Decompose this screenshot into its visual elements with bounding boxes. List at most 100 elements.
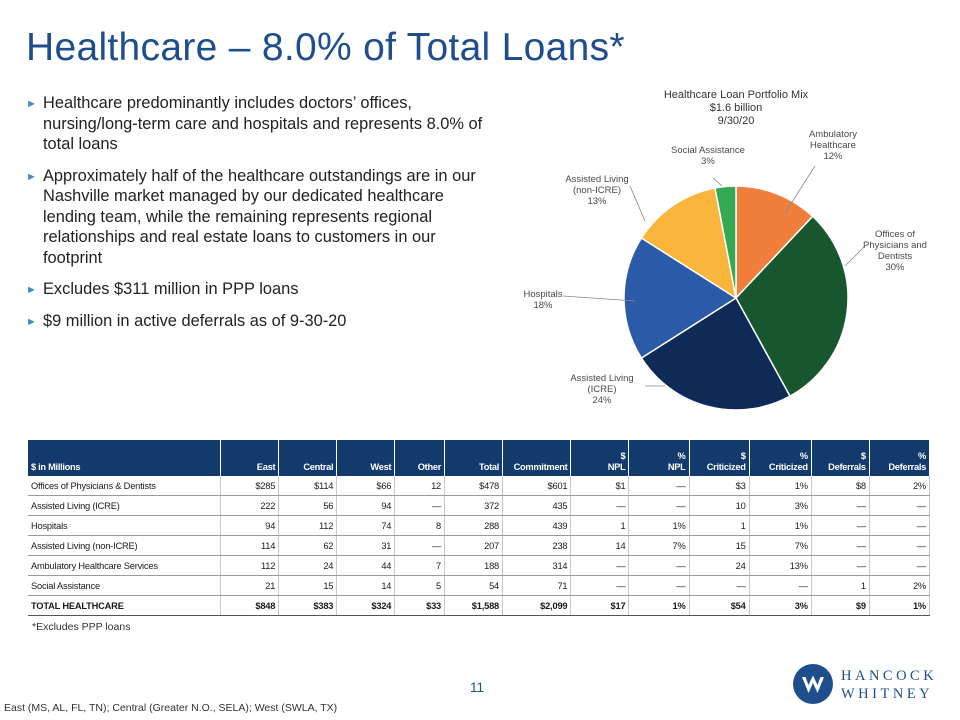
slice-leader-line [712, 177, 723, 187]
table-cell: — [628, 476, 690, 496]
bullet-item: ► Healthcare predominantly includes docto… [26, 93, 491, 155]
bullet-item: ► Excludes $311 million in PPP loans [26, 279, 491, 300]
table-cell: 13% [749, 555, 812, 576]
column-header: Commitment [502, 440, 572, 476]
page-title: Healthcare – 8.0% of Total Loans* [26, 26, 625, 69]
table-row: Assisted Living (ICRE) 222 56 94—372 435— —10… [28, 495, 931, 516]
pie-slice [735, 185, 814, 300]
table-cell: 7% [628, 535, 690, 556]
table-cell: — [570, 495, 630, 516]
triangle-right-icon: ► [26, 315, 37, 328]
table-cell: $9 [811, 595, 870, 616]
table-cell: $33 [394, 595, 446, 616]
table-cell: $1,588 [444, 595, 504, 616]
table-row: Ambulatory Healthcare Services 112 24 44 7 18… [28, 555, 931, 576]
table-cell: 15 [689, 535, 750, 556]
slice-leader-line [784, 165, 816, 214]
table-cell: 3% [749, 595, 812, 616]
table-cell: 15 [278, 575, 338, 596]
table-cell: 112 [278, 515, 338, 536]
table-cell: — [869, 515, 931, 536]
loans-table: $ in Millions East Central West Other Total Co… [28, 440, 931, 616]
table-row: Social Assistance 21 15 14 5 54 71— — — —1 2% [28, 575, 931, 596]
table-cell: 24 [689, 555, 750, 576]
table-cell: $54 [689, 595, 750, 616]
column-header: $ NPL [570, 440, 630, 476]
table-cell: — [628, 575, 690, 596]
table-cell: — [570, 575, 630, 596]
table-cell: — [811, 535, 870, 556]
table-cell: $17 [570, 595, 630, 616]
triangle-right-icon: ► [26, 98, 37, 110]
table-row: Hospitals 94 112 74 8 288 439 1 1% 1 1% — — [28, 515, 931, 536]
pie-slice [714, 185, 737, 299]
bullet-item: ► Approximately half of the healthcare ou… [26, 166, 491, 269]
table-cell: 5 [394, 575, 446, 596]
table-cell: 7% [749, 535, 812, 556]
table-cell: 1% [628, 595, 690, 616]
table-cell: Ambulatory Healthcare Services [28, 555, 222, 576]
table-cell: 1% [628, 515, 690, 536]
table-total-row: TOTAL HEALTHCARE $848 $383 $324 $33 $1,588 $2,… [28, 595, 931, 616]
pie-slice [735, 215, 849, 398]
table-cell: $8 [811, 476, 870, 496]
bullet-list: ► Healthcare predominantly includes docto… [26, 93, 491, 342]
column-header: Central [278, 440, 338, 476]
triangle-right-icon: ► [26, 284, 37, 296]
footnote: *Excludes PPP loans [32, 621, 131, 633]
column-header: East [220, 440, 280, 476]
table-cell: 2% [869, 476, 931, 496]
table-cell: Assisted Living (non-ICRE) [28, 535, 222, 556]
column-header: $ Criticized [689, 440, 750, 476]
slice-label: Hospitals 18% [523, 289, 562, 311]
table-cell: 71 [502, 575, 572, 596]
table-cell: 114 [220, 535, 280, 556]
triangle-right-icon: ► [26, 170, 37, 183]
table-cell: 222 [220, 495, 280, 516]
table-cell: 2% [869, 575, 931, 596]
column-header: West [336, 440, 396, 476]
table-cell: 439 [502, 515, 572, 536]
table-body: Offices of Physicians & Dentists $285 $114… [28, 476, 931, 616]
table-cell: 372 [444, 495, 504, 516]
table-cell: 74 [336, 515, 396, 536]
table-cell: — [749, 575, 812, 596]
table-cell: — [869, 495, 931, 516]
table-row: Assisted Living (non-ICRE) 114 62 31—207 238… [28, 535, 931, 556]
table-cell: — [628, 495, 690, 516]
table-cell: $66 [336, 476, 396, 496]
table-cell: 188 [444, 555, 504, 576]
logo-text-line1: HANCOCK [841, 668, 938, 684]
table-cell: 112 [220, 555, 280, 576]
table-cell: 94 [220, 515, 280, 536]
table-cell: 1% [869, 595, 931, 616]
table-cell: — [811, 495, 870, 516]
table-cell: $3 [689, 476, 750, 496]
pie-slice [640, 296, 791, 411]
table-cell: 3% [749, 495, 812, 516]
table-cell: $478 [444, 476, 504, 496]
table-cell: 24 [278, 555, 338, 576]
table-cell: 1 [811, 575, 870, 596]
bullet-text: Healthcare predominantly includes doctor… [43, 94, 483, 153]
pie-chart: Healthcare Loan Portfolio Mix $1.6 billio… [515, 86, 955, 416]
chart-title: Healthcare Loan Portfolio Mix $1.6 billio… [664, 89, 809, 127]
slice-label: Ambulatory Healthcare 12% [809, 129, 857, 162]
slice-label: Social Assistance 3% [671, 145, 745, 167]
pie-slice [623, 236, 738, 360]
table-cell: 1% [749, 515, 812, 536]
column-header: % Deferrals [869, 440, 931, 476]
table-cell: — [628, 555, 690, 576]
table-cell: $2,099 [502, 595, 572, 616]
slice-label: Assisted Living (ICRE) 24% [570, 373, 633, 406]
column-header: Total [444, 440, 504, 476]
slice-label: Assisted Living (non-ICRE) 13% [565, 174, 628, 207]
table-cell: 21 [220, 575, 280, 596]
table-cell: — [570, 555, 630, 576]
bullet-text: $9 million in active deferrals as of 9-3… [43, 311, 347, 330]
table-cell: Assisted Living (ICRE) [28, 495, 222, 516]
table-cell: $114 [278, 476, 338, 496]
column-header: Other [394, 440, 446, 476]
table-cell: 62 [278, 535, 338, 556]
column-header: % NPL [628, 440, 690, 476]
